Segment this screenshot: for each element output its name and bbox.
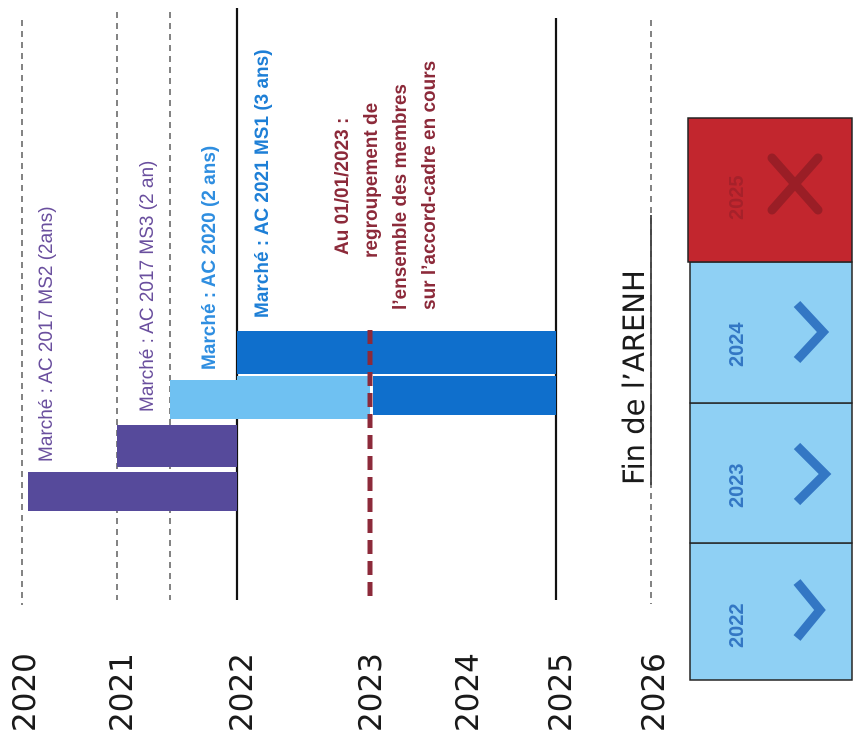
label-ac2017-ms2: Marché : AC 2017 MS2 (2ans)	[36, 206, 57, 462]
bar-ac2017-ms3	[117, 425, 237, 467]
note-line-4: sur l’accord-cadre en cours	[419, 61, 440, 310]
cross-icon	[767, 153, 823, 215]
year-box-label-2023: 2023	[726, 464, 748, 509]
year-box-label-2024: 2024	[726, 322, 748, 367]
fin-arenh-label: Fin de l’ARENH	[617, 270, 651, 485]
year-label-2022: 2022	[224, 653, 260, 732]
checkmark-icon	[793, 442, 832, 506]
year-box-2023: 2023	[689, 402, 853, 544]
bar-ac2017-ms2	[28, 472, 237, 511]
year-label-2024: 2024	[450, 653, 486, 732]
year-box-2025: 2025	[687, 117, 853, 263]
label-ac2021-ms1: Marché : AC 2021 MS1 (3 ans)	[252, 49, 273, 318]
bar-ac2021-ms1-top	[237, 331, 556, 374]
year-label-2023: 2023	[353, 653, 389, 732]
bar-ac2020-light-b	[237, 376, 370, 419]
checkmark-icon	[793, 300, 830, 364]
label-ac2017-ms3: Marché : AC 2017 MS3 (2 an)	[137, 161, 158, 412]
year-label-2026: 2026	[636, 653, 672, 732]
note-line-2: regroupement de	[361, 103, 382, 258]
label-ac2020: Marché : AC 2020 (2 ans)	[199, 146, 220, 370]
year-box-label-2025: 2025	[726, 176, 748, 221]
bar-ac2021-ms1-bottom	[373, 376, 556, 415]
year-box-label-2022: 2022	[726, 604, 748, 649]
year-box-2022: 2022	[689, 542, 853, 681]
year-box-2024: 2024	[689, 261, 853, 404]
year-label-2020: 2020	[7, 653, 43, 732]
note-line-1: Au 01/01/2023 :	[332, 118, 353, 255]
note-line-3: l’ensemble des membres	[390, 84, 411, 310]
year-label-2025: 2025	[543, 653, 579, 732]
checkmark-icon	[793, 579, 826, 641]
year-label-2021: 2021	[104, 653, 140, 732]
